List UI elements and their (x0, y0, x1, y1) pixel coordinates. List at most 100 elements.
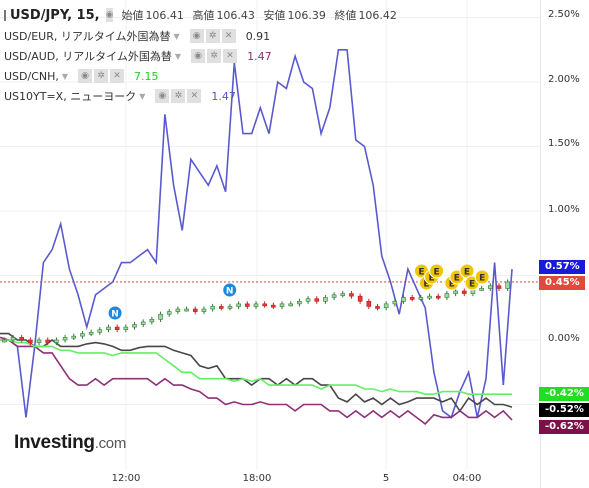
candle-body (496, 285, 502, 289)
candle-body (227, 306, 233, 309)
legend-main-row[interactable]: USD/JPY, 15, ◉ 始値 106.41 高値 106.43 安値 106.3… (4, 4, 397, 26)
candle-body (262, 303, 267, 307)
candle-body (453, 290, 458, 294)
legend-item-us10yt[interactable]: US10YT=X, ニューヨーク ▼ ◉ ✲ ✕ 1.47 (4, 86, 304, 106)
candle-body (201, 308, 207, 312)
candle-body (461, 290, 467, 294)
y-tick-label: 1.50% (548, 138, 580, 149)
visibility-icon[interactable]: ◉ (78, 69, 93, 83)
visibility-icon[interactable]: ◉ (191, 49, 206, 63)
candle-body (97, 329, 103, 333)
candle-body (271, 304, 276, 308)
candle-body (106, 326, 111, 330)
candle-body (331, 294, 337, 298)
candle-body (149, 319, 155, 323)
candle-body (54, 339, 59, 343)
x-tick-label: 5 (382, 473, 390, 484)
candle-body (488, 285, 493, 289)
candle-body (505, 281, 510, 289)
candle-body (62, 337, 68, 341)
event-marker-letter: E (454, 274, 460, 284)
legend-item-value: 0.91 (245, 29, 271, 43)
candle-body (166, 311, 172, 315)
candle-body (288, 303, 294, 307)
candle-body (123, 326, 129, 330)
y-tick-label: 2.00% (548, 74, 580, 85)
candle-body (383, 303, 389, 309)
close-icon[interactable]: ✕ (221, 29, 236, 43)
series-line-usd-cnh (0, 339, 512, 396)
value-tag-usd-eur: -0.52% (539, 403, 589, 417)
legend-item-label: US10YT=X, ニューヨーク (4, 90, 137, 103)
candle-body (444, 293, 450, 298)
event-marker-letter: E (449, 280, 455, 290)
legend-item-value: 1.47 (211, 89, 236, 103)
event-marker-letter: N (111, 310, 119, 320)
candle-body (88, 331, 94, 335)
candle-body (375, 306, 380, 309)
close-icon[interactable]: ✕ (187, 89, 202, 103)
candle-body (279, 303, 285, 307)
candle-body (175, 308, 181, 312)
event-marker-letter: E (418, 268, 424, 278)
ohlc-values: 始値 106.41 高値 106.43 安値 106.39 終値 106.42 (121, 9, 397, 22)
y-tick-label: 1.00% (548, 204, 580, 215)
candle-body (158, 313, 163, 320)
candle-body (340, 293, 346, 296)
close-icon[interactable]: ✕ (223, 49, 238, 63)
event-marker-e[interactable] (474, 269, 490, 285)
value-tag-usd-aud: -0.62% (539, 420, 589, 434)
x-tick-label: 18:00 (242, 473, 272, 484)
settings-gear-icon[interactable]: ✲ (171, 89, 186, 103)
visibility-icon[interactable]: ◉ (155, 89, 170, 103)
legend-item-usd-aud[interactable]: USD/AUD, リアルタイム外国為替 ▼ ◉ ✲ ✕ 1.47 (4, 46, 304, 66)
candle-body (366, 300, 372, 307)
candle-body (36, 339, 42, 343)
candle-body (427, 295, 432, 299)
x-tick-label: 04:00 (452, 473, 482, 484)
legend-item-usd-eur[interactable]: USD/EUR, リアルタイム外国為替 ▼ ◉ ✲ ✕ 0.91 (4, 26, 304, 46)
value-tag-usd-cnh: -0.42% (539, 387, 589, 401)
dropdown-arrow-icon[interactable]: ▼ (173, 31, 180, 41)
settings-gear-icon[interactable]: ✲ (205, 29, 220, 43)
x-tick-label: 12:00 (111, 473, 141, 484)
chart-legend: USD/JPY, 15, ◉ 始値 106.41 高値 106.43 安値 106.3… (4, 4, 397, 106)
visibility-icon[interactable]: ◉ (189, 29, 204, 43)
event-marker-n[interactable] (222, 282, 238, 298)
candle-body (45, 339, 51, 343)
event-marker-e[interactable] (429, 263, 445, 279)
candle-body (114, 326, 120, 330)
candle-body (140, 321, 146, 325)
candle-body (314, 298, 320, 302)
candle-body (349, 293, 354, 297)
event-marker-letter: E (423, 280, 429, 290)
candle-body (19, 337, 24, 341)
price-axis[interactable] (540, 0, 589, 488)
close-icon[interactable]: ✕ (110, 69, 125, 83)
legend-item-usd-cnh[interactable]: USD/CNH, ▼ ◉ ✲ ✕ 7.15 (4, 66, 304, 86)
candle-body (210, 306, 215, 310)
candle-body (479, 288, 484, 291)
event-marker-n[interactable] (107, 305, 123, 321)
candle-body (401, 297, 406, 302)
collapse-icon[interactable] (4, 9, 6, 21)
dropdown-arrow-icon[interactable]: ▼ (139, 91, 146, 101)
settings-gear-icon[interactable]: ✲ (94, 69, 109, 83)
dropdown-arrow-icon[interactable]: ▼ (174, 51, 182, 61)
dropdown-arrow-icon[interactable]: ▼ (61, 71, 69, 81)
candle-body (80, 333, 85, 337)
y-tick-label: 2.50% (548, 9, 580, 20)
legend-item-label: USD/EUR, リアルタイム外国為替 (4, 30, 171, 43)
y-tick-label: 0.00% (548, 333, 580, 344)
value-tag-usd-jpy: 0.45% (539, 276, 585, 290)
legend-item-value: 1.47 (247, 49, 272, 63)
settings-gear-icon[interactable]: ✲ (207, 49, 222, 63)
candle-body (323, 297, 328, 302)
investing-logo: Investing.com (14, 432, 127, 453)
candle-body (184, 308, 189, 312)
visibility-icon[interactable]: ◉ (105, 8, 114, 22)
event-marker-letter: E (434, 268, 440, 278)
event-marker-letter: E (428, 274, 434, 284)
candle-body (132, 324, 137, 328)
